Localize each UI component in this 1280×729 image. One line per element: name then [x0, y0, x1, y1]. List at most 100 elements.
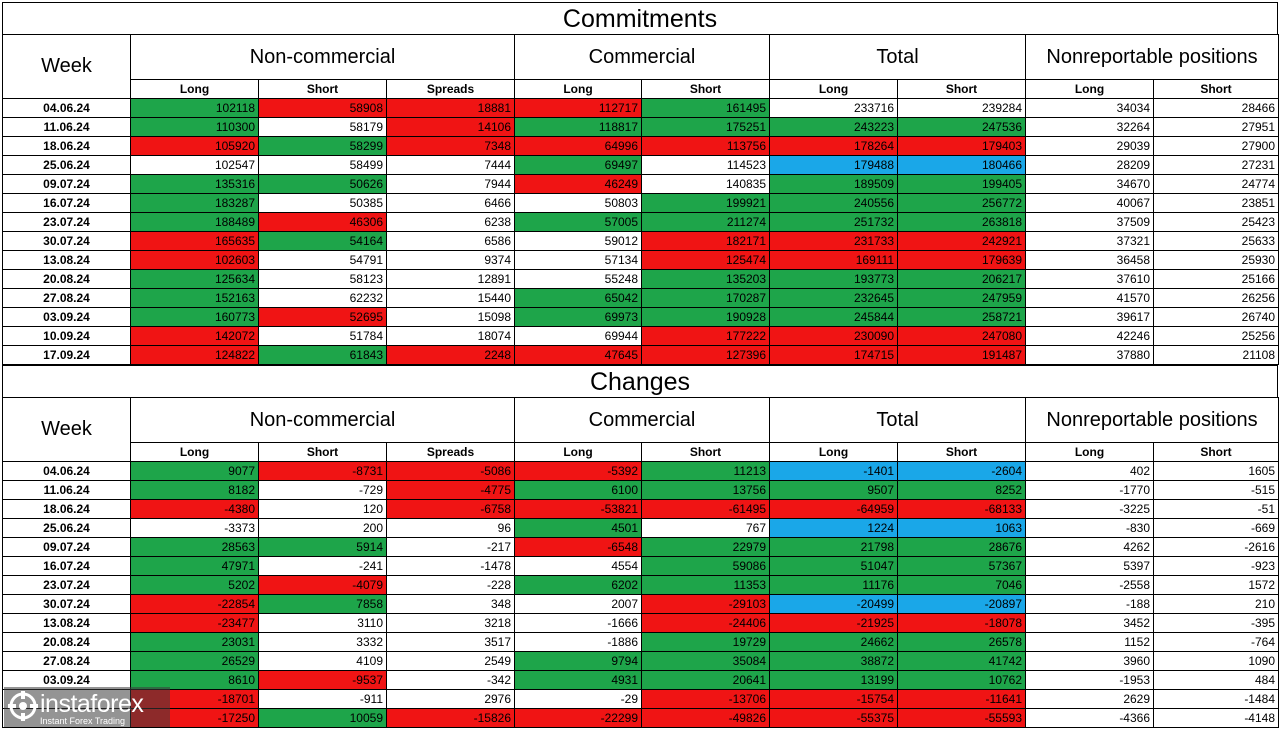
value-cell: 152163: [130, 288, 259, 308]
value-cell: -515: [1153, 480, 1280, 500]
value-cell: -4366: [1025, 708, 1155, 728]
value-cell: 165635: [130, 231, 259, 251]
value-cell: 62232: [258, 288, 387, 308]
value-cell: 245844: [769, 307, 899, 327]
value-cell: 34034: [1025, 98, 1155, 118]
week-cell: 17.09.24: [2, 345, 131, 365]
value-cell: 21798: [769, 537, 899, 557]
group-header: Total: [769, 34, 1027, 80]
value-cell: 174715: [769, 345, 899, 365]
value-cell: 25256: [1153, 326, 1280, 346]
table-row: 30.07.24 165635 54164 6586 59012 182171 231733…: [2, 231, 1280, 251]
value-cell: -228: [385, 575, 516, 595]
value-cell: 170287: [641, 288, 771, 308]
week-cell: 20.08.24: [2, 269, 131, 289]
value-cell: 5397: [1025, 556, 1155, 576]
value-cell: 5914: [258, 537, 387, 557]
value-cell: 26256: [1153, 288, 1280, 308]
value-cell: 9077: [130, 461, 259, 481]
value-cell: 41742: [897, 651, 1027, 671]
value-cell: 243223: [769, 117, 899, 137]
value-cell: -2616: [1153, 537, 1280, 557]
value-cell: 102547: [130, 155, 259, 175]
value-cell: 57005: [514, 212, 643, 232]
value-cell: -22299: [514, 708, 643, 728]
week-cell: 20.08.24: [2, 632, 131, 652]
week-header: Week: [2, 34, 131, 99]
value-cell: -23477: [130, 613, 259, 633]
week-cell: 25.06.24: [2, 518, 131, 538]
value-cell: 9794: [514, 651, 643, 671]
value-cell: 767: [641, 518, 771, 538]
value-cell: 41570: [1025, 288, 1155, 308]
value-cell: 26529: [130, 651, 259, 671]
value-cell: 37321: [1025, 231, 1155, 251]
value-cell: 39617: [1025, 307, 1155, 327]
value-cell: 177222: [641, 326, 771, 346]
value-cell: 232645: [769, 288, 899, 308]
value-cell: 247536: [897, 117, 1027, 137]
value-cell: 125474: [641, 250, 771, 270]
value-cell: 58908: [258, 98, 387, 118]
table-row: 10.09.24 142072 51784 18074 69944 177222 23009…: [2, 326, 1280, 346]
value-cell: 199405: [897, 174, 1027, 194]
value-cell: 14106: [385, 117, 516, 137]
column-header: Long: [514, 79, 643, 99]
value-cell: 59086: [641, 556, 771, 576]
value-cell: -1953: [1025, 670, 1155, 690]
value-cell: 191487: [897, 345, 1027, 365]
value-cell: 7348: [385, 136, 516, 156]
value-cell: 54791: [258, 250, 387, 270]
table-row: 20.08.24 23031 3332 3517 -1886 19729 24662 2657…: [2, 632, 1280, 652]
value-cell: 58179: [258, 117, 387, 137]
value-cell: -8731: [258, 461, 387, 481]
value-cell: -911: [258, 689, 387, 709]
value-cell: 200: [258, 518, 387, 538]
value-cell: -1401: [769, 461, 899, 481]
value-cell: 18881: [385, 98, 516, 118]
value-cell: 28209: [1025, 155, 1155, 175]
value-cell: 6100: [514, 480, 643, 500]
value-cell: 4931: [514, 670, 643, 690]
week-cell: 18.06.24: [2, 136, 131, 156]
value-cell: -18078: [897, 613, 1027, 633]
table-row: 04.06.24 9077 -8731 -5086 -5392 11213 -1401 -26…: [2, 461, 1280, 481]
week-cell: 16.07.24: [2, 556, 131, 576]
value-cell: 2248: [385, 345, 516, 365]
table-row: 16.07.24 183287 50385 6466 50803 199921 240556…: [2, 193, 1280, 213]
week-cell: 13.08.24: [2, 250, 131, 270]
value-cell: 179403: [897, 136, 1027, 156]
table-row: 25.06.24 -3373 200 96 4501 767 1224 1063 -830 -66…: [2, 518, 1280, 538]
column-header: Short: [1153, 442, 1280, 462]
week-cell: 13.08.24: [2, 613, 131, 633]
value-cell: 124822: [130, 345, 259, 365]
week-cell: 23.07.24: [2, 212, 131, 232]
value-cell: 193773: [769, 269, 899, 289]
value-cell: 9374: [385, 250, 516, 270]
value-cell: 182171: [641, 231, 771, 251]
value-cell: 230090: [769, 326, 899, 346]
value-cell: -4079: [258, 575, 387, 595]
value-cell: 11176: [769, 575, 899, 595]
week-cell: 11.06.24: [2, 117, 131, 137]
value-cell: -24406: [641, 613, 771, 633]
value-cell: 69497: [514, 155, 643, 175]
value-cell: 21108: [1153, 345, 1280, 365]
value-cell: 37610: [1025, 269, 1155, 289]
week-header: Week: [2, 397, 131, 462]
value-cell: 28466: [1153, 98, 1280, 118]
value-cell: 28563: [130, 537, 259, 557]
value-cell: 12891: [385, 269, 516, 289]
commitments-table: Week Non-commercial Commercial Total Nonrepo…: [2, 34, 1280, 365]
value-cell: 188489: [130, 212, 259, 232]
value-cell: 239284: [897, 98, 1027, 118]
table-row: 03.09.24 8610 -9537 -342 4931 20641 13199 10762…: [2, 670, 1280, 690]
value-cell: 23851: [1153, 193, 1280, 213]
value-cell: 4554: [514, 556, 643, 576]
value-cell: -669: [1153, 518, 1280, 538]
value-cell: 29039: [1025, 136, 1155, 156]
value-cell: 160773: [130, 307, 259, 327]
value-cell: 348: [385, 594, 516, 614]
value-cell: 1224: [769, 518, 899, 538]
value-cell: 4262: [1025, 537, 1155, 557]
